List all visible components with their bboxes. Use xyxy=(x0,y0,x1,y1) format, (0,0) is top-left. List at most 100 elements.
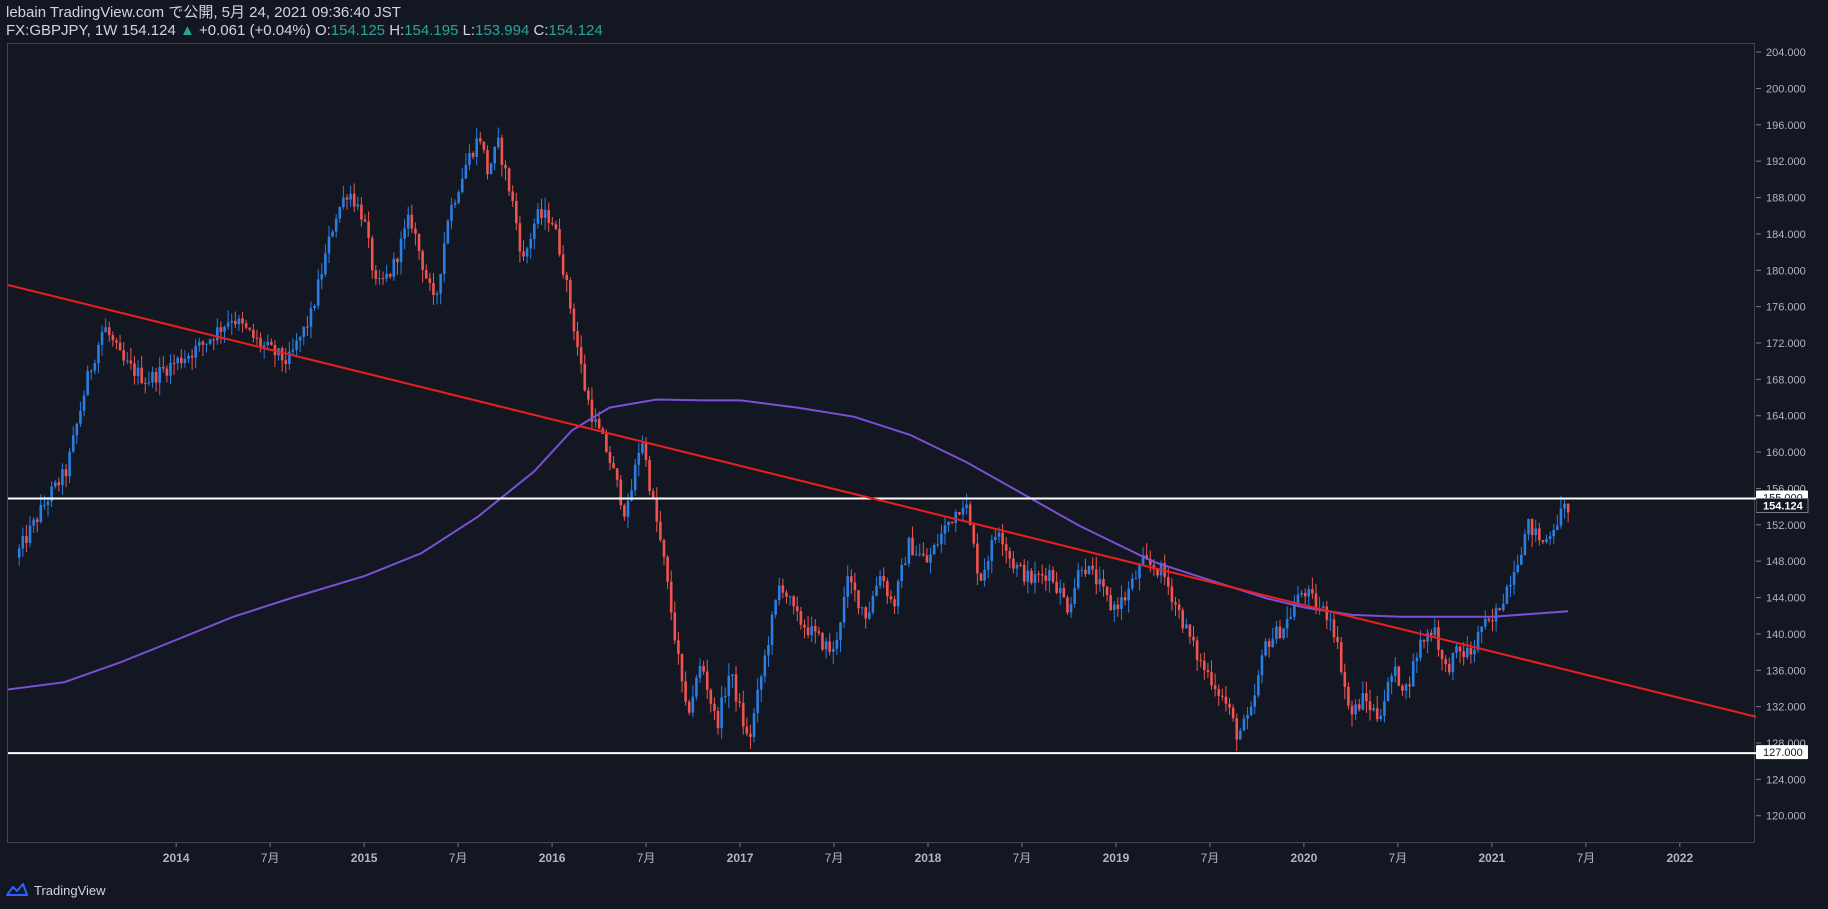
time-tick-label: 7月 xyxy=(1013,851,1032,865)
candle-body xyxy=(1001,532,1004,545)
candle-body xyxy=(1213,685,1217,690)
price-tick-label: 132.000 xyxy=(1766,702,1806,714)
candle-body xyxy=(50,486,53,502)
tradingview-logo-icon xyxy=(6,883,28,896)
candle-body xyxy=(536,209,540,224)
footer[interactable]: TradingView xyxy=(6,879,106,901)
candle-body xyxy=(767,644,770,656)
candle-body xyxy=(709,689,713,704)
candle-body xyxy=(154,371,158,383)
time-tick-label: 2019 xyxy=(1103,851,1130,865)
candle-body xyxy=(439,274,442,294)
price-axis[interactable]: 120.000 124.000 128.000 132.000 136.000 140.0… xyxy=(1755,43,1828,843)
candle-body xyxy=(803,624,806,628)
candle-body xyxy=(1181,610,1185,629)
candle-body xyxy=(1130,578,1134,589)
candle-body xyxy=(1440,649,1444,660)
candle-body xyxy=(1188,624,1192,637)
time-tick-label: 7月 xyxy=(1201,851,1220,865)
candle-body xyxy=(1058,588,1062,593)
candle-body xyxy=(1044,575,1048,581)
candle-body xyxy=(1282,628,1285,639)
candle-body xyxy=(961,507,965,515)
candle-body xyxy=(565,274,569,281)
candle-body xyxy=(1487,618,1491,621)
candle-body xyxy=(1051,570,1055,582)
candle-body xyxy=(860,607,864,609)
candle-body xyxy=(482,141,486,150)
price-tick-label: 140.000 xyxy=(1766,629,1806,641)
candle-body xyxy=(781,585,785,593)
candle-body xyxy=(1433,627,1437,636)
candle-body xyxy=(388,273,392,277)
candle-body xyxy=(1339,642,1343,672)
last-price-box xyxy=(1755,498,1809,514)
candle-body xyxy=(569,280,572,309)
candle-body xyxy=(1390,675,1393,683)
candle-body xyxy=(1552,529,1556,537)
candle-body xyxy=(1195,640,1199,661)
candle-body xyxy=(777,585,781,601)
candle-body xyxy=(349,193,352,200)
price-tick-label: 168.000 xyxy=(1766,374,1806,386)
candle-body xyxy=(752,713,756,737)
candle-body xyxy=(1336,637,1339,643)
candle-body xyxy=(831,648,835,652)
time-tick-label: 2017 xyxy=(727,851,754,865)
candle-body xyxy=(720,697,723,729)
candle-body xyxy=(878,576,882,586)
candle-body xyxy=(774,600,777,615)
candle-body xyxy=(900,565,904,582)
candle-body xyxy=(1401,685,1404,691)
candle-body xyxy=(1311,589,1314,594)
candle-body xyxy=(1062,588,1066,598)
time-axis[interactable]: 2014 7月 2015 7月 2016 7月 2017 7月 2018 7月 2019 7月 2020… xyxy=(7,843,1783,871)
price-tick-label: 144.000 xyxy=(1766,593,1806,605)
candle-body xyxy=(187,355,190,359)
candle-body xyxy=(417,233,421,252)
candle-body xyxy=(1012,558,1015,569)
candle-body xyxy=(651,491,655,498)
candle-body xyxy=(745,726,749,734)
trendline xyxy=(7,283,1757,718)
open-label: O: xyxy=(314,22,331,39)
candle-body xyxy=(918,553,922,555)
candle-body xyxy=(806,627,810,636)
candle-body xyxy=(1069,603,1073,613)
chart-plot-area[interactable] xyxy=(7,43,1757,844)
candle-body xyxy=(410,214,414,229)
candle-body xyxy=(669,581,673,613)
candle-body xyxy=(244,323,248,328)
candle-body xyxy=(1033,573,1037,583)
candle-body xyxy=(79,410,82,424)
candle-body xyxy=(605,434,608,452)
price-tick-label: 180.000 xyxy=(1766,265,1806,277)
candle-body xyxy=(1073,587,1076,604)
price-chart[interactable] xyxy=(7,44,1757,844)
candle-body xyxy=(496,137,500,148)
candle-body xyxy=(561,254,565,275)
candle-body xyxy=(846,576,850,597)
candle-body xyxy=(280,348,284,361)
candle-body xyxy=(266,341,270,346)
candle-body xyxy=(633,464,637,491)
candle-body xyxy=(115,340,118,343)
candle-body xyxy=(1483,618,1487,627)
high-label: H: xyxy=(389,22,405,39)
brand-name: TradingView xyxy=(34,882,106,898)
candle-body xyxy=(1393,666,1397,676)
candle-body xyxy=(515,201,518,224)
candle-body xyxy=(943,525,947,534)
candle-body xyxy=(39,504,43,523)
candle-body xyxy=(1094,569,1098,585)
candle-body xyxy=(648,459,651,492)
candle-body xyxy=(248,327,252,330)
candle-body xyxy=(1520,555,1523,565)
candle-body xyxy=(1242,718,1246,731)
candle-body xyxy=(723,695,727,698)
candle-body xyxy=(518,223,522,252)
candle-body xyxy=(1249,706,1253,716)
candle-body xyxy=(522,251,525,257)
candle-body xyxy=(799,611,803,625)
candle-body xyxy=(223,326,226,332)
